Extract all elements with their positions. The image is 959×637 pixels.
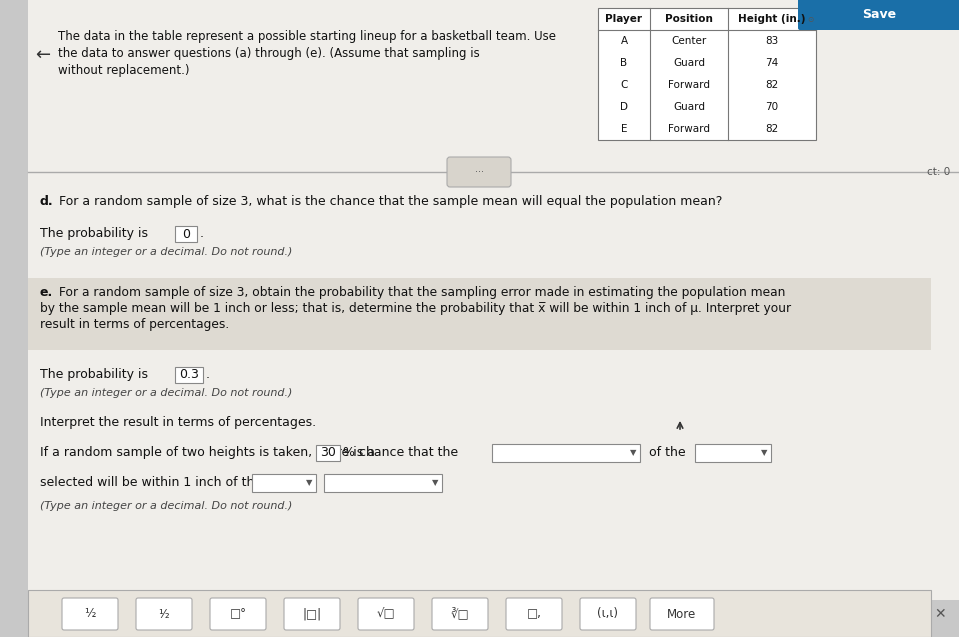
Text: √□: √□ — [377, 608, 395, 620]
Text: 82: 82 — [765, 80, 779, 90]
Text: The probability is: The probability is — [40, 227, 152, 240]
Text: Guard: Guard — [673, 102, 705, 112]
Text: For a random sample of size 3, obtain the probability that the sampling error ma: For a random sample of size 3, obtain th… — [55, 286, 785, 299]
Text: 0: 0 — [182, 227, 190, 241]
Text: (Type an integer or a decimal. Do not round.): (Type an integer or a decimal. Do not ro… — [40, 501, 292, 511]
Bar — [695, 444, 771, 462]
Text: ▼: ▼ — [760, 448, 767, 457]
Text: without replacement.): without replacement.) — [58, 64, 190, 77]
FancyBboxPatch shape — [506, 598, 562, 630]
Text: % chance that the: % chance that the — [343, 446, 458, 459]
Text: (Type an integer or a decimal. Do not round.): (Type an integer or a decimal. Do not ro… — [40, 388, 292, 398]
Text: 74: 74 — [765, 58, 779, 68]
Text: □,: □, — [526, 608, 542, 620]
Text: the data to answer questions (a) through (e). (Assume that sampling is: the data to answer questions (a) through… — [58, 47, 480, 60]
Text: For a random sample of size 3, what is the chance that the sample mean will equa: For a random sample of size 3, what is t… — [55, 195, 722, 208]
Text: B: B — [620, 58, 627, 68]
Text: More: More — [667, 608, 696, 620]
Text: .: . — [206, 368, 210, 381]
Text: 70: 70 — [765, 102, 779, 112]
Text: |□|: |□| — [302, 608, 321, 620]
Text: The data in the table represent a possible starting lineup for a basketball team: The data in the table represent a possib… — [58, 30, 556, 43]
FancyBboxPatch shape — [447, 157, 511, 187]
Text: 82: 82 — [765, 124, 779, 134]
FancyBboxPatch shape — [580, 598, 636, 630]
Text: ▼: ▼ — [432, 478, 438, 487]
Text: Save: Save — [862, 8, 896, 20]
Text: of the: of the — [645, 446, 686, 459]
FancyBboxPatch shape — [432, 598, 488, 630]
Text: A: A — [620, 36, 627, 46]
Bar — [252, 474, 316, 492]
Text: 30: 30 — [320, 447, 336, 459]
FancyBboxPatch shape — [136, 598, 192, 630]
Text: Forward: Forward — [668, 124, 710, 134]
Text: (Type an integer or a decimal. Do not round.): (Type an integer or a decimal. Do not ro… — [40, 247, 292, 257]
Text: ▼: ▼ — [306, 478, 312, 487]
Text: D: D — [620, 102, 628, 112]
Bar — [492, 444, 640, 462]
Text: (ι,ι): (ι,ι) — [597, 608, 619, 620]
Text: ←: ← — [35, 46, 50, 64]
Text: Center: Center — [671, 36, 707, 46]
FancyBboxPatch shape — [284, 598, 340, 630]
Text: Guard: Guard — [673, 58, 705, 68]
Bar — [324, 474, 442, 492]
Text: by the sample mean will be 1 inch or less; that is, determine the probability th: by the sample mean will be 1 inch or les… — [40, 302, 791, 315]
Text: ✕: ✕ — [934, 607, 946, 621]
Bar — [316, 445, 340, 461]
FancyBboxPatch shape — [358, 598, 414, 630]
Bar — [598, 8, 816, 140]
Text: ···: ··· — [475, 167, 483, 177]
FancyBboxPatch shape — [798, 0, 959, 30]
Bar — [28, 278, 931, 350]
FancyBboxPatch shape — [210, 598, 266, 630]
Bar — [28, 590, 931, 637]
Text: ▼: ▼ — [629, 448, 636, 457]
Text: □°: □° — [229, 608, 246, 620]
FancyBboxPatch shape — [62, 598, 118, 630]
Text: Height (in.): Height (in.) — [738, 14, 806, 24]
Text: ¹⁄₂: ¹⁄₂ — [158, 608, 170, 620]
Text: Forward: Forward — [668, 80, 710, 90]
Bar — [175, 367, 203, 383]
Text: C: C — [620, 80, 628, 90]
Text: d.: d. — [40, 195, 54, 208]
FancyBboxPatch shape — [650, 598, 714, 630]
Text: e.: e. — [40, 286, 54, 299]
Text: If a random sample of two heights is taken, there is a: If a random sample of two heights is tak… — [40, 446, 379, 459]
Text: Position: Position — [665, 14, 713, 24]
Bar — [175, 226, 197, 242]
Text: Player: Player — [605, 14, 643, 24]
Text: ct: 0: ct: 0 — [926, 167, 950, 177]
Text: result in terms of percentages.: result in terms of percentages. — [40, 318, 229, 331]
Text: 83: 83 — [765, 36, 779, 46]
Text: .: . — [200, 227, 204, 240]
Text: E: E — [620, 124, 627, 134]
Text: Interpret the result in terms of percentages.: Interpret the result in terms of percent… — [40, 416, 316, 429]
Text: selected will be within 1 inch of the: selected will be within 1 inch of the — [40, 476, 262, 489]
Text: ½: ½ — [84, 608, 96, 620]
Text: 0.3: 0.3 — [179, 368, 199, 382]
Text: The probability is: The probability is — [40, 368, 152, 381]
Text: ⊙: ⊙ — [807, 15, 814, 24]
Text: ∛□: ∛□ — [451, 608, 469, 620]
